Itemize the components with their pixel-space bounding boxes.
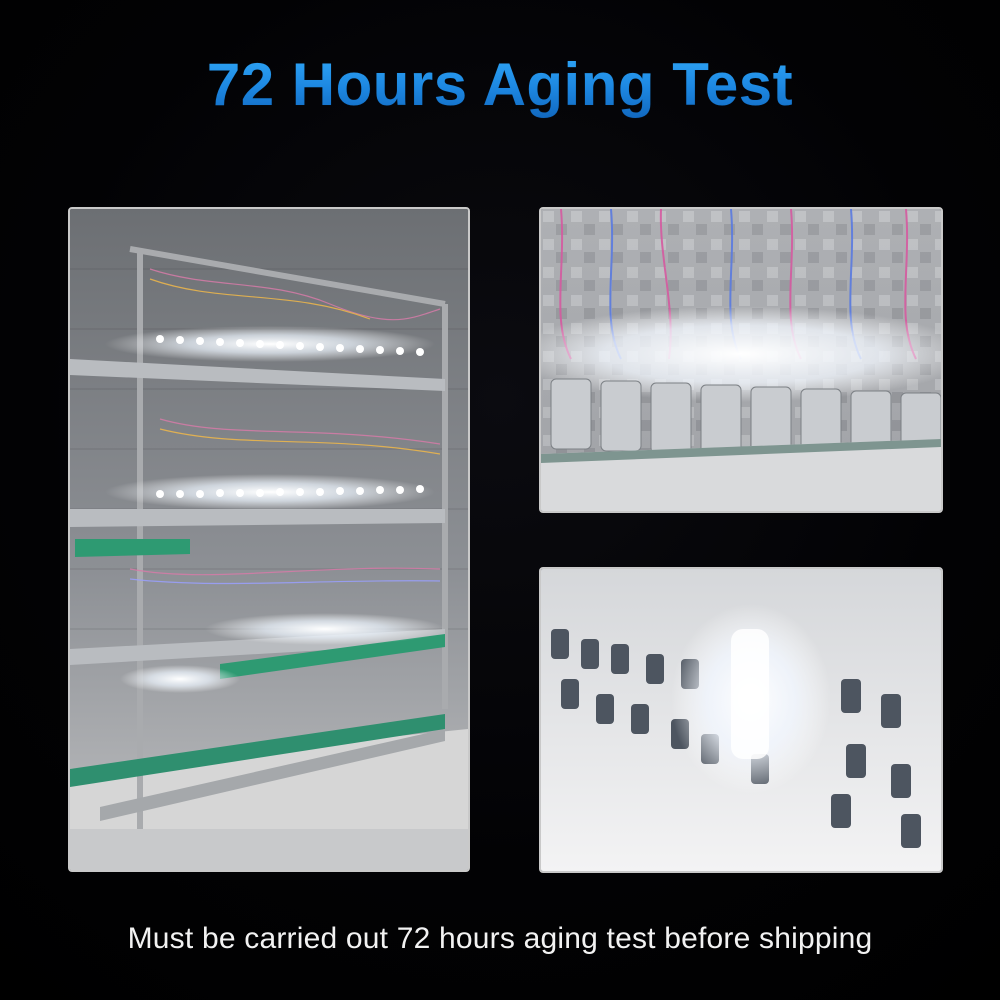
page-title: 72 Hours Aging Test — [0, 50, 1000, 119]
bases-closeup-photo — [539, 567, 943, 873]
aging-rack-photo — [68, 207, 470, 872]
bulbs-closeup-photo — [539, 207, 943, 513]
caption-text: Must be carried out 72 hours aging test … — [127, 922, 873, 955]
